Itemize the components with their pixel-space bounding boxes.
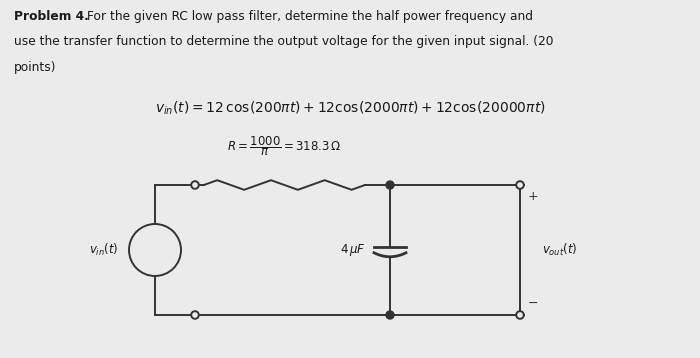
Text: For the given RC low pass filter, determine the half power frequency and: For the given RC low pass filter, determ…: [83, 10, 533, 23]
Text: use the transfer function to determine the output voltage for the given input si: use the transfer function to determine t…: [14, 35, 554, 48]
Circle shape: [386, 181, 394, 189]
Text: $v_{in}(t) = 12\,\cos(200\pi t) + 12\cos(2000\pi t) + 12\cos(20000\pi t)$: $v_{in}(t) = 12\,\cos(200\pi t) + 12\cos…: [155, 99, 545, 117]
Text: $R = \dfrac{1000}{\pi} = 318.3\,\Omega$: $R = \dfrac{1000}{\pi} = 318.3\,\Omega$: [227, 134, 342, 158]
Circle shape: [191, 181, 199, 189]
Text: +: +: [528, 190, 538, 203]
Circle shape: [386, 311, 394, 319]
Text: $v_{in}(t)$: $v_{in}(t)$: [90, 242, 119, 258]
Text: $4\,\mu F$: $4\,\mu F$: [340, 242, 366, 258]
Text: −: −: [528, 296, 538, 310]
Text: Problem 4.: Problem 4.: [14, 10, 89, 23]
Circle shape: [516, 181, 524, 189]
Text: points): points): [14, 61, 57, 74]
Circle shape: [129, 224, 181, 276]
Circle shape: [191, 311, 199, 319]
Text: +: +: [150, 234, 160, 247]
Text: $v_{out}(t)$: $v_{out}(t)$: [542, 242, 578, 258]
Circle shape: [516, 311, 524, 319]
Text: −: −: [150, 252, 160, 266]
